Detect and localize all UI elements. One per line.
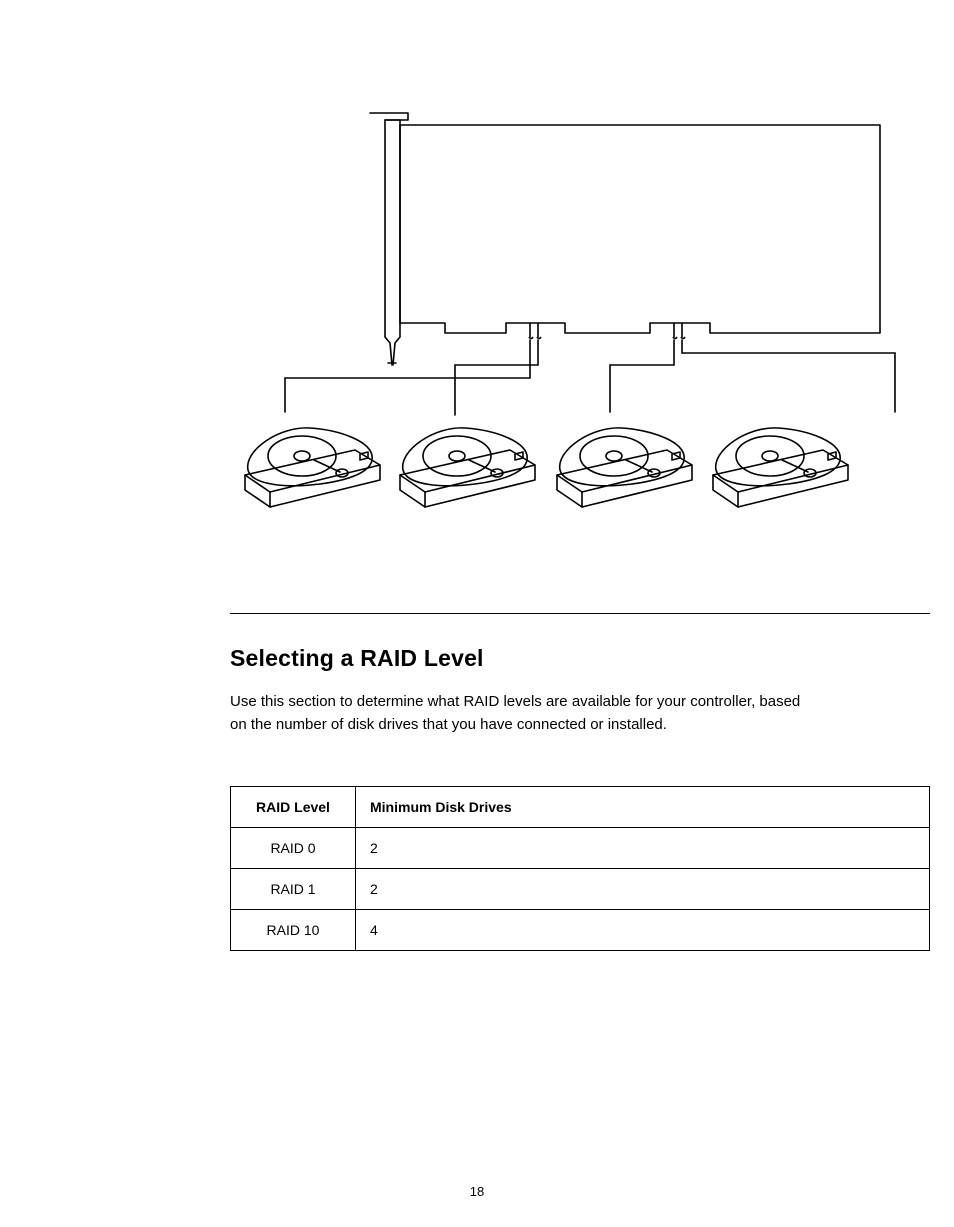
section-title: Selecting a RAID Level	[230, 645, 484, 672]
cell-min-drives: 2	[356, 869, 930, 910]
table-row: RAID 1 2	[231, 869, 930, 910]
section-body-line2: on the number of disk drives that you ha…	[230, 716, 667, 733]
wiring-diagram	[240, 105, 920, 560]
cell-raid-level: RAID 10	[231, 910, 356, 951]
raid-support-table: RAID Level Minimum Disk Drives RAID 0 2 …	[230, 786, 930, 951]
cell-min-drives: 2	[356, 828, 930, 869]
section-divider	[230, 613, 930, 614]
page: Selecting a RAID Level Use this section …	[0, 0, 954, 1227]
table-row: RAID 0 2	[231, 828, 930, 869]
cell-min-drives: 4	[356, 910, 930, 951]
table-row: RAID 10 4	[231, 910, 930, 951]
cell-raid-level: RAID 1	[231, 869, 356, 910]
cell-raid-level: RAID 0	[231, 828, 356, 869]
table-header-row: RAID Level Minimum Disk Drives	[231, 787, 930, 828]
col-header-min-drives: Minimum Disk Drives	[356, 787, 930, 828]
diagram-svg	[240, 105, 920, 560]
page-number: 18	[0, 1184, 954, 1199]
col-header-raid-level: RAID Level	[231, 787, 356, 828]
section-body-line1: Use this section to determine what RAID …	[230, 693, 800, 710]
section-body: Use this section to determine what RAID …	[230, 690, 930, 737]
